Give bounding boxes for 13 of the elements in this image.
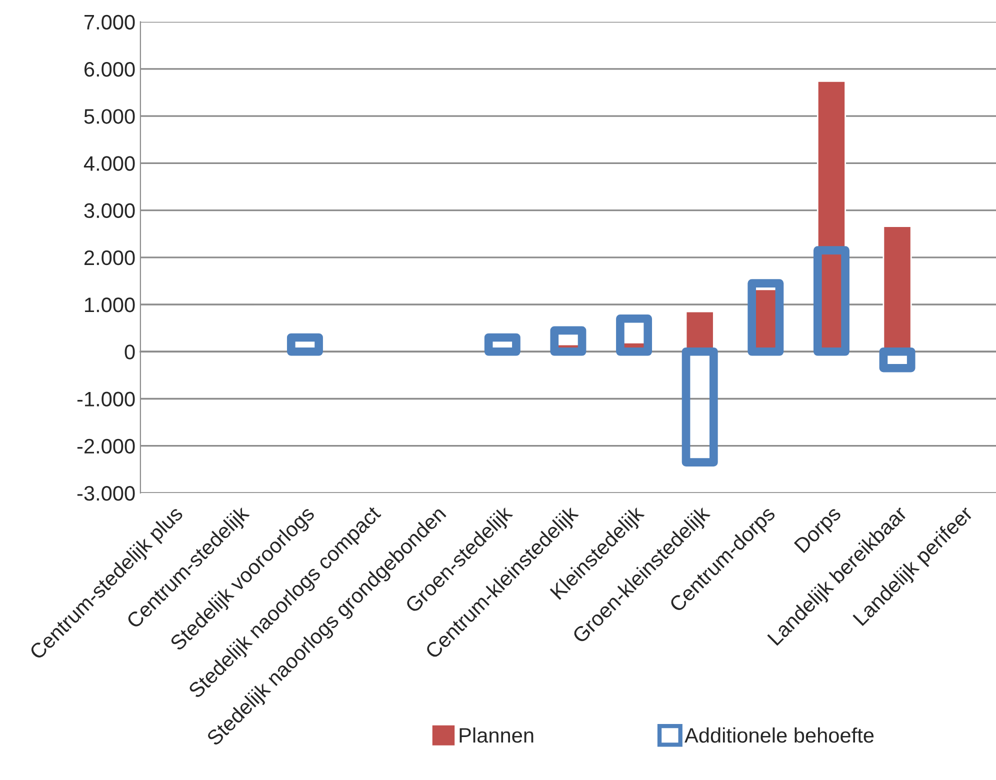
y-tick-label: 5.000	[84, 109, 135, 124]
y-tick-label: -1.000	[77, 392, 135, 406]
y-tick-label: 1.000	[85, 298, 135, 312]
legend-label: Plannen	[460, 727, 534, 743]
y-tick-label: 3.000	[84, 203, 135, 218]
y-tick-label: -3.000	[77, 486, 135, 501]
y-tick-label: 7.000	[84, 14, 135, 30]
y-tick-label: -2.000	[77, 438, 135, 454]
legend-label: Additionele behoefte	[684, 727, 874, 743]
y-tick-label: 2.000	[84, 250, 135, 266]
y-tick-label: 4.000	[84, 156, 135, 171]
y-tick-label: 0	[124, 344, 135, 360]
y-tick-label: 6.000	[84, 62, 135, 77]
